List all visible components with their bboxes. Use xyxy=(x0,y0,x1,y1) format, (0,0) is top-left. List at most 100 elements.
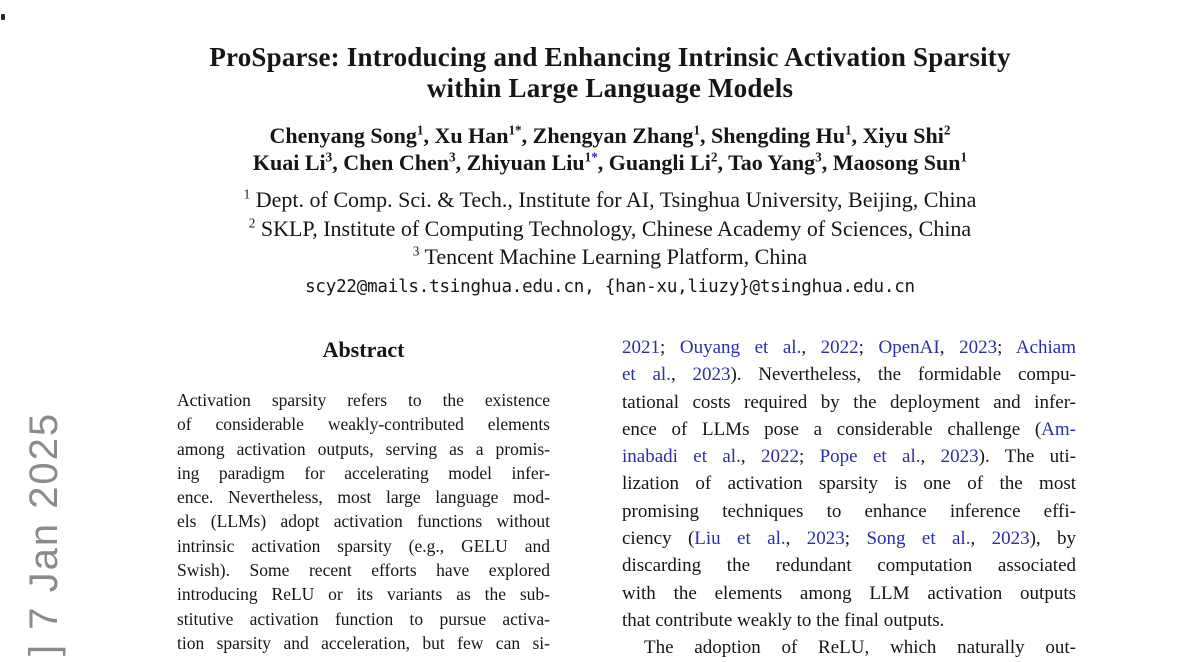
citation-link[interactable]: Ouyang et al. xyxy=(679,337,802,358)
text-segment: , Shengding Hu xyxy=(700,123,845,148)
text-segment: , xyxy=(920,446,941,468)
text-segment: , Chen Chen xyxy=(332,150,449,175)
citation-link[interactable]: OpenAI xyxy=(878,337,940,358)
text-segment: ), by xyxy=(1029,528,1077,550)
text-segment: , Guangli Li xyxy=(597,150,711,175)
text-segment: , xyxy=(939,337,960,358)
abstract-line: ence. Nevertheless, most large language … xyxy=(177,487,550,508)
text-segment: , Zhiyuan Liu xyxy=(455,150,585,175)
abstract-heading: Abstract xyxy=(322,337,405,362)
text-segment: ; xyxy=(660,337,680,358)
paper-title-line-1: ProSparse: Introducing and Enhancing Int… xyxy=(209,42,1011,72)
affiliation-list: 1 Dept. of Comp. Sci. & Tech., Institute… xyxy=(130,186,1090,272)
citation-link[interactable]: 2023 xyxy=(959,337,998,358)
superscript: 2 xyxy=(248,215,256,231)
text-segment: tational costs required by the deploymen… xyxy=(622,391,1076,413)
text-segment: ciency ( xyxy=(622,528,695,550)
text-segment: ; xyxy=(997,337,1016,358)
abstract-line: tion sparsity and acceleration, but few … xyxy=(177,632,550,653)
affiliation-line: 3 Tencent Machine Learning Platform, Chi… xyxy=(130,243,1090,272)
abstract-line: of considerable weakly-contributed eleme… xyxy=(177,414,550,435)
text-segment: Dept. of Comp. Sci. & Tech., Institute f… xyxy=(250,187,977,212)
citation-link[interactable]: Liu et al. xyxy=(694,528,786,550)
superscript: 1 xyxy=(416,122,424,138)
citation-link[interactable]: Pope et al. xyxy=(819,446,921,468)
abstract-line: els (LLMs) adopt activation functions wi… xyxy=(177,511,550,532)
body-text-line: ence of LLMs pose a considerable challen… xyxy=(622,416,1076,443)
text-segment: , xyxy=(785,528,807,550)
superscript: 1 xyxy=(960,149,968,165)
citation-link[interactable]: Song et al. xyxy=(866,528,971,550)
superscript: 2 xyxy=(943,122,951,138)
text-segment: ; xyxy=(798,446,820,468)
page-edge-artifact xyxy=(1,14,5,20)
text-segment: ). Nevertheless, the formidable compu- xyxy=(730,364,1076,386)
citation-link[interactable]: 2022 xyxy=(820,337,859,358)
text-segment: SKLP, Institute of Computing Technology,… xyxy=(255,215,972,241)
body-text-line: 2021; Ouyang et al., 2022; OpenAI, 2023;… xyxy=(622,334,1076,361)
text-segment: ence of LLMs pose a considerable challen… xyxy=(622,418,1042,440)
superscript: 3 xyxy=(325,149,333,165)
text-segment: Kuai Li xyxy=(252,150,326,175)
text-segment: ; xyxy=(844,528,867,550)
text-segment: , xyxy=(801,337,821,358)
text-segment: discarding the redundant computation ass… xyxy=(622,555,1076,577)
author-line: Kuai Li3, Chen Chen3, Zhiyuan Liu1*, Gua… xyxy=(130,149,1090,176)
citation-link[interactable]: 2021 xyxy=(622,337,660,358)
text-segment: , xyxy=(740,446,761,468)
text-segment: that contribute weakly to the final outp… xyxy=(622,609,945,631)
abstract-line: ing paradigm for accelerating model infe… xyxy=(177,462,550,483)
citation-link[interactable]: 2023 xyxy=(692,364,731,386)
citation-link[interactable]: 2023 xyxy=(991,528,1030,550)
citation-link[interactable]: inabadi et al. xyxy=(622,446,741,468)
superscript: 2 xyxy=(710,149,718,165)
abstract-line: introducing ReLU or its variants as the … xyxy=(177,584,550,605)
superscript: 1* xyxy=(508,122,522,138)
text-segment: , xyxy=(970,528,992,550)
introduction-column: 2021; Ouyang et al., 2022; OpenAI, 2023;… xyxy=(622,334,1076,662)
text-segment: promising techniques to enhance inferenc… xyxy=(622,500,1076,522)
text-segment: , xyxy=(670,364,693,386)
paper-page: ] 7 Jan 2025 ProSparse: Introducing and … xyxy=(1,14,1090,658)
text-segment: ; xyxy=(858,337,879,358)
body-text-line: inabadi et al., 2022; Pope et al., 2023)… xyxy=(622,443,1076,470)
body-text-line: discarding the redundant computation ass… xyxy=(622,552,1076,579)
citation-link[interactable]: 2023 xyxy=(806,528,845,550)
body-text-line: ciency (Liu et al., 2023; Song et al., 2… xyxy=(622,525,1076,552)
author-list: Chenyang Song1, Xu Han1*, Zhengyan Zhang… xyxy=(130,122,1090,176)
text-segment: lization of activation sparsity is one o… xyxy=(622,473,1076,495)
text-segment: with the elements among LLM activation o… xyxy=(622,582,1076,604)
citation-link[interactable]: * xyxy=(591,149,598,165)
body-text-line: lization of activation sparsity is one o… xyxy=(622,470,1076,497)
email-line: scy22@mails.tsinghua.edu.cn, {han-xu,liu… xyxy=(305,276,915,297)
citation-link[interactable]: Achiam xyxy=(1015,337,1077,358)
superscript: 1 xyxy=(243,186,251,202)
citation-link[interactable]: 2022 xyxy=(760,446,799,468)
arxiv-date-stamp: ] 7 Jan 2025 xyxy=(22,411,66,656)
superscript: 3 xyxy=(449,149,456,165)
abstract-line: Activation sparsity refers to the existe… xyxy=(177,390,550,410)
abstract-body: Activation sparsity refers to the existe… xyxy=(177,388,550,655)
citation-link[interactable]: 2023 xyxy=(940,446,979,468)
superscript: 1 xyxy=(844,122,852,138)
abstract-line: Swish). Some recent efforts have explore… xyxy=(177,560,550,581)
text-segment: , Maosong Sun xyxy=(821,150,961,175)
body-text-line: promising techniques to enhance inferenc… xyxy=(622,498,1076,525)
superscript: 1 xyxy=(584,149,592,165)
citation-link[interactable]: et al. xyxy=(622,364,671,386)
text-segment: , Zhengyan Zhang xyxy=(521,123,694,148)
affiliation-line: 1 Dept. of Comp. Sci. & Tech., Institute… xyxy=(130,186,1090,215)
citation-link[interactable]: Am- xyxy=(1041,418,1076,440)
text-segment: , Xiyu Shi xyxy=(851,123,944,148)
body-text-line: tational costs required by the deploymen… xyxy=(622,389,1076,416)
text-segment: , Tao Yang xyxy=(717,150,816,175)
superscript: 3 xyxy=(815,149,822,165)
abstract-line: among activation outputs, serving as a p… xyxy=(177,438,550,459)
body-text-line: et al., 2023). Nevertheless, the formida… xyxy=(622,361,1076,388)
paper-title: ProSparse: Introducing and Enhancing Int… xyxy=(130,42,1090,104)
body-text-line: that contribute weakly to the final outp… xyxy=(622,607,1076,634)
body-text-line: with the elements among LLM activation o… xyxy=(622,580,1076,607)
superscript: 3 xyxy=(412,243,420,259)
abstract-column: Abstract Activation sparsity refers to t… xyxy=(177,337,550,655)
affiliation-line: 2 SKLP, Institute of Computing Technolog… xyxy=(130,215,1090,244)
